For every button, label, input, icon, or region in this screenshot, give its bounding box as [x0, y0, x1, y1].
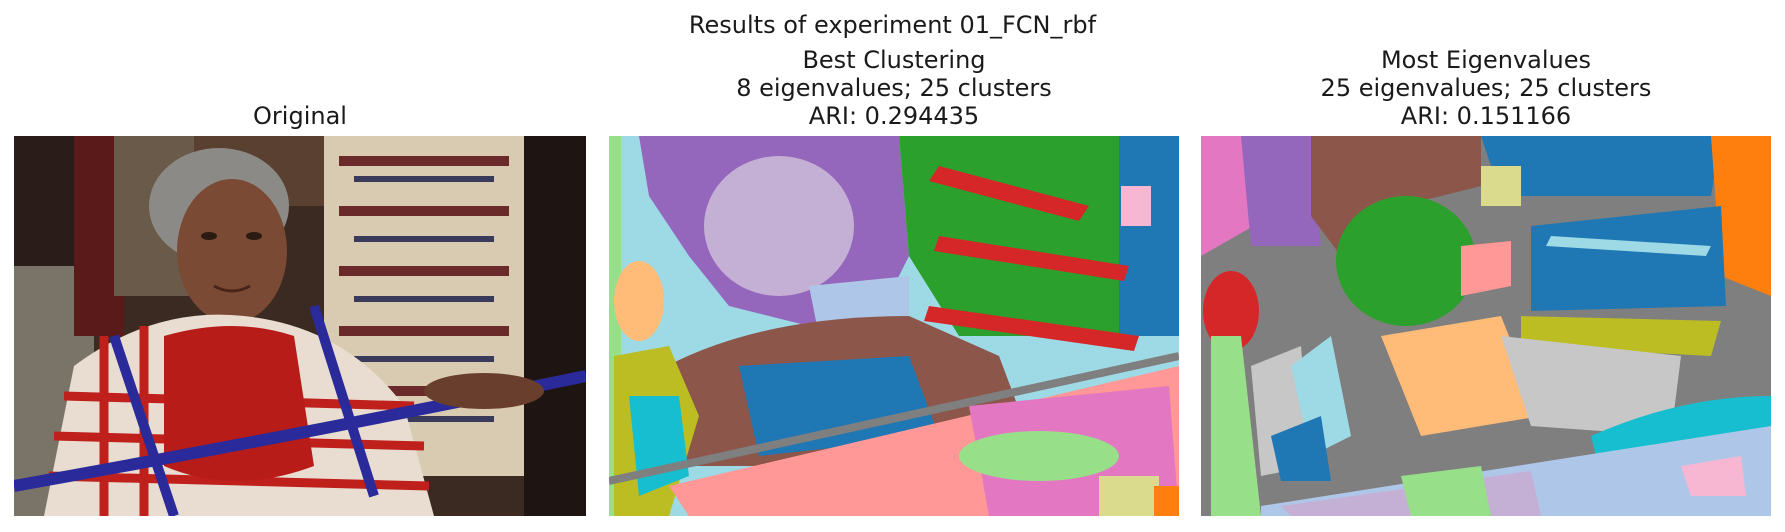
panel-title-line: 25 eigenvalues; 25 clusters [1320, 74, 1652, 102]
panel-title-line: ARI: 0.151166 [1400, 102, 1572, 130]
panel-title-line: Original [253, 102, 347, 130]
panel-title: Most Eigenvalues 25 eigenvalues; 25 clus… [1201, 46, 1771, 130]
panel-title: Original [14, 102, 586, 130]
original-photo [14, 136, 586, 516]
panel-title-line: Best Clustering [802, 46, 986, 74]
cluster-map-best [609, 136, 1179, 516]
figure-suptitle: Results of experiment 01_FCN_rbf [688, 11, 1097, 39]
cluster-map-most-eigenvalues [1201, 136, 1771, 516]
panel-title-line: 8 eigenvalues; 25 clusters [736, 74, 1052, 102]
panel-title-line: Most Eigenvalues [1380, 46, 1592, 74]
panel-title-line: ARI: 0.294435 [808, 102, 980, 130]
panel-title: Best Clustering 8 eigenvalues; 25 cluste… [609, 46, 1179, 130]
